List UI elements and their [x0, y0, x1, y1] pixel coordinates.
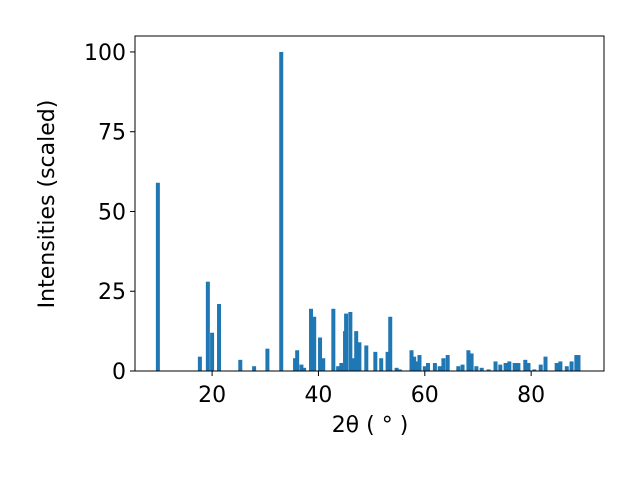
bar	[469, 353, 474, 371]
bar	[466, 350, 471, 371]
bar	[538, 364, 543, 371]
bar	[460, 364, 465, 371]
x-tick-label: 60	[411, 383, 439, 408]
x-tick-label: 20	[198, 383, 226, 408]
bar	[351, 358, 356, 371]
bar	[432, 363, 437, 371]
bar	[302, 367, 307, 371]
bar	[388, 316, 393, 371]
bar	[312, 316, 317, 371]
bar	[357, 342, 362, 371]
x-tick-label: 40	[304, 383, 332, 408]
bar	[309, 308, 314, 371]
bar	[373, 351, 378, 371]
bar	[364, 345, 369, 371]
bar	[331, 308, 336, 371]
bar	[523, 359, 528, 371]
bar	[445, 355, 450, 371]
bar	[576, 355, 581, 371]
bar	[252, 366, 257, 371]
bar	[293, 358, 298, 371]
bar	[394, 367, 399, 371]
bar	[279, 51, 284, 371]
bar	[526, 363, 531, 371]
bar	[344, 313, 349, 371]
bar	[516, 363, 521, 371]
bar	[417, 355, 422, 371]
plot-frame	[134, 35, 605, 372]
bar	[299, 364, 304, 371]
bar	[532, 369, 537, 371]
bar	[456, 366, 461, 371]
x-tick-label: 80	[517, 383, 545, 408]
bar	[498, 364, 503, 371]
bar	[318, 337, 323, 371]
bar	[425, 363, 430, 371]
bar	[569, 361, 574, 371]
x-axis-label: 2θ ( ° )	[332, 413, 409, 438]
bar	[321, 358, 326, 371]
bar	[348, 311, 353, 371]
bar	[422, 366, 427, 371]
bar	[558, 361, 563, 371]
bar	[414, 361, 419, 371]
bar	[486, 369, 491, 371]
bar	[409, 350, 414, 371]
bar	[543, 356, 548, 371]
y-axis-label: Intensities (scaled)	[35, 100, 60, 309]
bar	[238, 359, 243, 371]
bar	[155, 182, 160, 371]
bar	[205, 281, 210, 371]
bar	[379, 358, 384, 371]
bar	[503, 363, 508, 371]
bar	[437, 366, 442, 371]
bar	[512, 363, 517, 371]
bar	[295, 350, 300, 371]
bar	[217, 304, 222, 371]
bar	[210, 332, 215, 371]
bar	[385, 351, 390, 371]
bar	[479, 367, 484, 371]
bar	[493, 361, 498, 371]
bar	[265, 348, 270, 371]
bar	[397, 369, 402, 371]
y-tick-label: 25	[98, 280, 126, 305]
y-tick-label: 50	[98, 200, 126, 225]
bar	[339, 363, 344, 371]
bar	[441, 358, 446, 371]
bar	[564, 366, 569, 371]
bar	[554, 363, 559, 371]
bar	[574, 355, 579, 371]
y-tick-label: 100	[84, 41, 126, 66]
bar	[197, 356, 202, 371]
bar	[336, 366, 341, 371]
y-tick-label: 0	[112, 360, 126, 385]
bar	[354, 331, 359, 371]
bar	[507, 361, 512, 371]
y-tick-label: 75	[98, 121, 126, 146]
bar	[474, 366, 479, 371]
bar	[412, 356, 417, 371]
